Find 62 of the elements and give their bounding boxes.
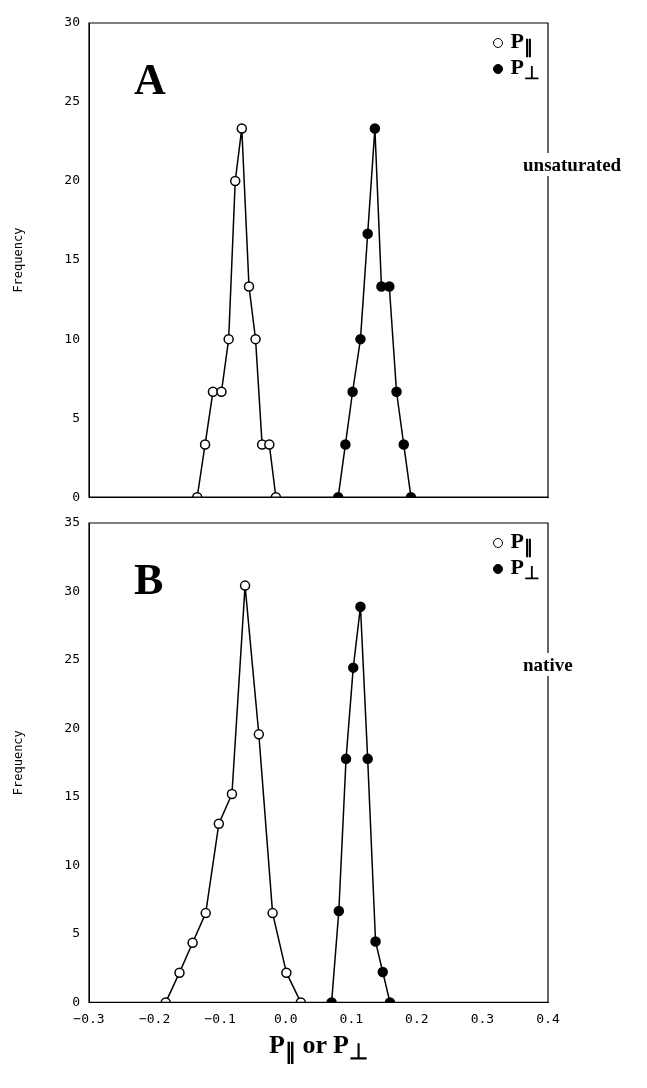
point <box>348 662 359 673</box>
point <box>333 905 345 917</box>
point <box>229 175 241 187</box>
y-tick-label: 10 <box>64 856 80 872</box>
y-axis-title: Frequency <box>11 227 26 293</box>
point <box>362 753 373 765</box>
point <box>281 967 292 978</box>
x-tick-label: −0.1 <box>204 1010 236 1026</box>
x-tick-label: −0.3 <box>73 1010 105 1026</box>
x-tick-label: 0.1 <box>339 1010 364 1026</box>
point <box>174 967 185 978</box>
y-tick-label: 20 <box>64 719 80 735</box>
y-axis-title: Frequency <box>11 730 26 796</box>
point <box>347 386 358 398</box>
point <box>384 281 395 292</box>
point <box>391 386 402 398</box>
point <box>355 333 366 345</box>
x-axis-title: P$_{∥}$ or P$_{⊥}$ <box>268 1030 369 1066</box>
point <box>226 788 238 800</box>
point <box>355 601 366 612</box>
point <box>253 729 265 740</box>
point <box>216 386 227 398</box>
y-tick-label: 0 <box>72 488 80 504</box>
point <box>239 580 251 591</box>
y-tick-label: 25 <box>64 651 80 667</box>
point <box>213 818 225 830</box>
y-tick-label: 20 <box>64 172 80 188</box>
y-tick-label: 0 <box>72 993 80 1009</box>
point <box>340 439 351 450</box>
point <box>267 907 278 919</box>
point <box>243 281 255 292</box>
y-tick-label: 30 <box>64 582 80 598</box>
point <box>200 907 211 919</box>
point <box>223 333 234 345</box>
y-tick-label: 5 <box>72 409 80 425</box>
y-tick-label: 30 <box>64 14 80 30</box>
annotation: A <box>134 55 166 104</box>
annotation: native <box>523 653 573 676</box>
point <box>370 936 381 947</box>
y-tick-label: 5 <box>72 925 80 941</box>
point <box>250 333 261 345</box>
x-tick-label: 0.0 <box>273 1010 298 1026</box>
point <box>199 439 211 450</box>
point <box>187 937 198 949</box>
y-tick-label: 35 <box>64 514 80 530</box>
point <box>264 439 275 450</box>
y-tick-label: 25 <box>64 93 80 109</box>
x-tick-label: 0.4 <box>536 1010 560 1026</box>
point <box>377 966 389 978</box>
point <box>340 753 352 765</box>
y-tick-label: 15 <box>64 788 80 804</box>
x-tick-label: 0.3 <box>470 1010 495 1026</box>
annotation: unsaturated <box>523 153 622 176</box>
point <box>398 439 409 450</box>
y-tick-label: 10 <box>64 330 80 346</box>
point <box>236 123 248 134</box>
annotation: B <box>134 555 164 604</box>
x-tick-label: −0.2 <box>138 1010 171 1026</box>
x-tick-label: 0.2 <box>405 1010 429 1026</box>
y-tick-label: 15 <box>64 251 80 267</box>
point <box>362 228 373 239</box>
point <box>369 123 381 134</box>
